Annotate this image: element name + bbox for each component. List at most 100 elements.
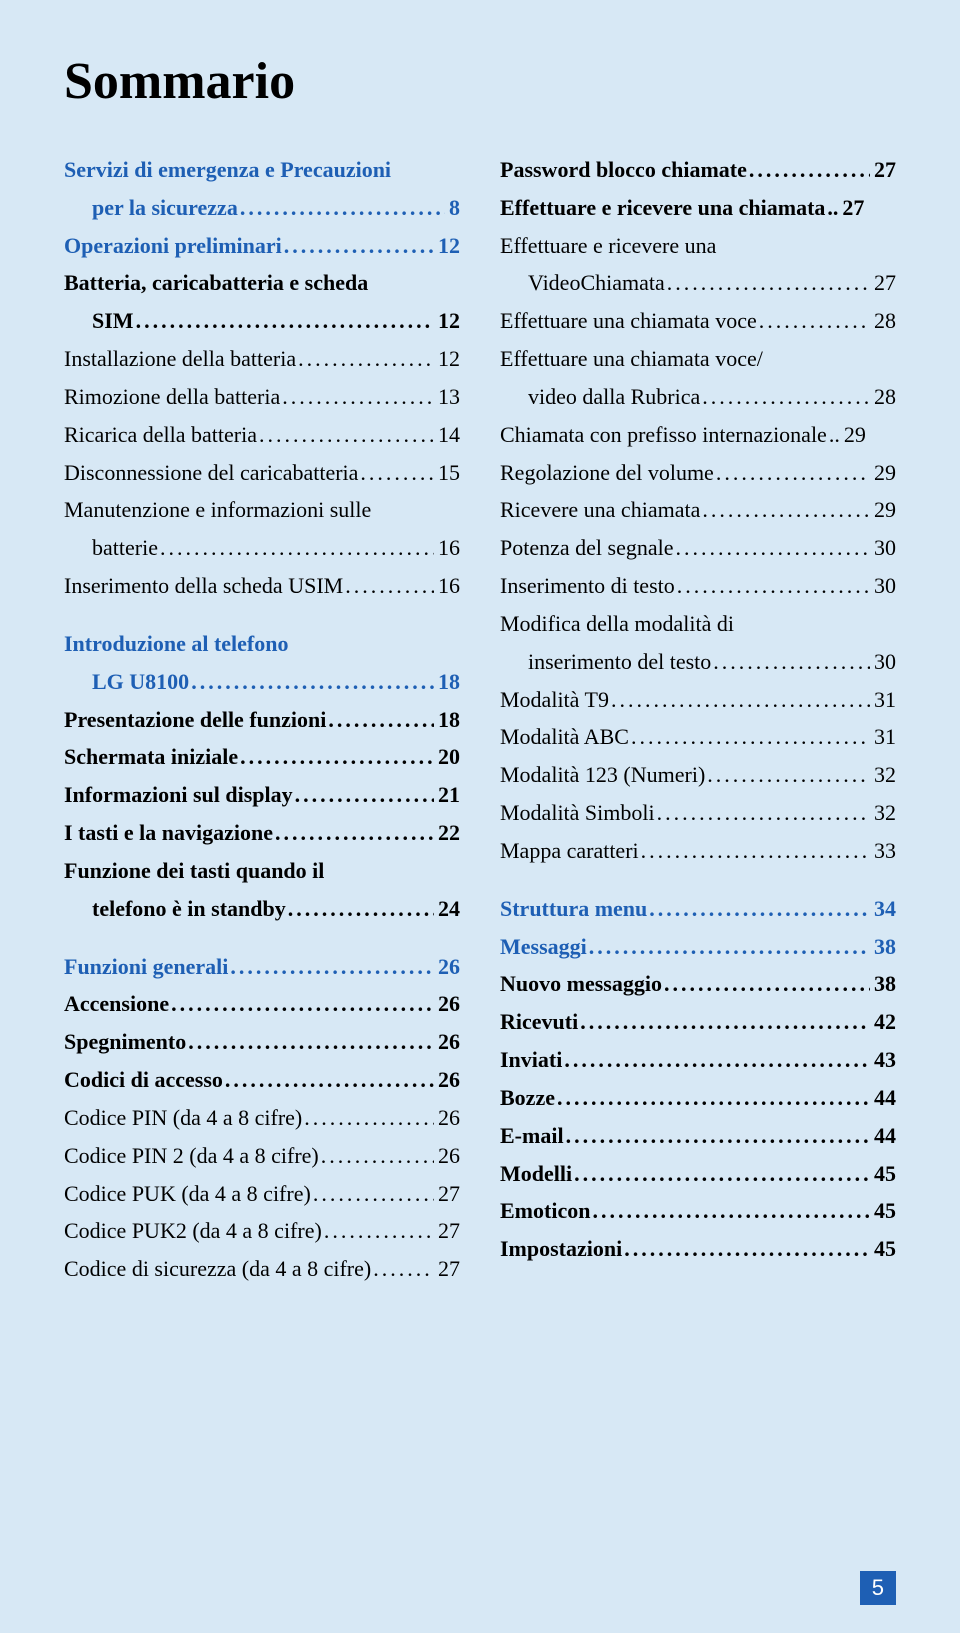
toc-page-number: 26 bbox=[434, 1099, 460, 1137]
toc-entry: Password blocco chiamate 27 bbox=[500, 151, 896, 189]
toc-entry: E-mail44 bbox=[500, 1117, 896, 1155]
toc-page-number: 27 bbox=[434, 1212, 460, 1250]
toc-leader-dots bbox=[705, 756, 870, 794]
toc-entry: Funzione dei tasti quando il bbox=[64, 852, 460, 890]
toc-page-number: 21 bbox=[434, 776, 460, 814]
toc-page-number: 27 bbox=[870, 151, 896, 189]
toc-leader-dots bbox=[223, 1061, 434, 1099]
toc-leader-dots bbox=[158, 529, 434, 567]
toc-label: Operazioni preliminari bbox=[64, 227, 282, 265]
toc-entry: Ricevuti42 bbox=[500, 1003, 896, 1041]
toc-leader-dots bbox=[675, 567, 870, 605]
toc-page-number: 27 bbox=[870, 264, 896, 302]
toc-leader-dots bbox=[622, 1230, 870, 1268]
toc-leader-dots bbox=[326, 701, 434, 739]
toc-page-number: 29 bbox=[870, 491, 896, 529]
toc-page-number: 29 bbox=[870, 454, 896, 492]
toc-page-number: 13 bbox=[434, 378, 460, 416]
toc-label: Modalità ABC bbox=[500, 718, 629, 756]
toc-page-number: 16 bbox=[434, 567, 460, 605]
toc-label: Informazioni sul display bbox=[64, 776, 293, 814]
toc-label: Accensione bbox=[64, 985, 169, 1023]
toc-label: Inserimento della scheda USIM bbox=[64, 567, 343, 605]
toc-spacer bbox=[64, 605, 460, 625]
toc-label: Codici di accesso bbox=[64, 1061, 223, 1099]
toc-entry-continuation: LG U810018 bbox=[64, 663, 460, 701]
toc-page-number: 15 bbox=[434, 454, 460, 492]
toc-entry: Chiamata con prefisso internazionale.. 2… bbox=[500, 416, 896, 454]
toc-page-number: 18 bbox=[434, 701, 460, 739]
toc-label: Codice PUK (da 4 a 8 cifre) bbox=[64, 1175, 311, 1213]
toc-page-number: 26 bbox=[434, 985, 460, 1023]
toc-label: Nuovo messaggio bbox=[500, 965, 662, 1003]
toc-entry: Emoticon45 bbox=[500, 1192, 896, 1230]
toc-label: Struttura menu bbox=[500, 890, 647, 928]
toc-leader-dots bbox=[189, 663, 434, 701]
toc-entry: Bozze44 bbox=[500, 1079, 896, 1117]
toc-leader-dots bbox=[711, 643, 870, 681]
toc-entry: Batteria, caricabatteria e scheda bbox=[64, 264, 460, 302]
toc-entry: Codice PIN (da 4 a 8 cifre)26 bbox=[64, 1099, 460, 1137]
page-title: Sommario bbox=[64, 52, 896, 111]
toc-page-number: 27 bbox=[838, 189, 864, 227]
toc-leader-dots bbox=[169, 985, 434, 1023]
toc-label: Ricevere una chiamata bbox=[500, 491, 700, 529]
toc-page-number: 12 bbox=[434, 302, 460, 340]
toc-label: Effettuare e ricevere una chiamata bbox=[500, 189, 825, 227]
toc-page-number: 26 bbox=[434, 1137, 460, 1175]
toc-entry: Codice PIN 2 (da 4 a 8 cifre)26 bbox=[64, 1137, 460, 1175]
toc-leader-dots bbox=[564, 1117, 870, 1155]
toc-leader-dots bbox=[319, 1137, 434, 1175]
toc-leader-dots bbox=[572, 1155, 870, 1193]
toc-page-number: 30 bbox=[870, 567, 896, 605]
toc-page-number: 45 bbox=[870, 1230, 896, 1268]
toc-separator: .. bbox=[827, 416, 840, 454]
toc-label: Messaggi bbox=[500, 928, 587, 966]
toc-leader-dots bbox=[674, 529, 871, 567]
toc-leader-dots bbox=[302, 1099, 434, 1137]
toc-entry: Effettuare una chiamata voce28 bbox=[500, 302, 896, 340]
toc-label: Funzione dei tasti quando il bbox=[64, 852, 324, 890]
toc-leader-dots bbox=[590, 1192, 870, 1230]
toc-label: Inviati bbox=[500, 1041, 562, 1079]
toc-label: Codice di sicurezza (da 4 a 8 cifre) bbox=[64, 1250, 371, 1288]
toc-entry: Rimozione della batteria13 bbox=[64, 378, 460, 416]
toc-column-right: Password blocco chiamate 27 Effettuare e r… bbox=[500, 151, 896, 1288]
toc-leader-dots bbox=[286, 890, 434, 928]
toc-page-number: 26 bbox=[434, 948, 460, 986]
toc-label: Regolazione del volume bbox=[500, 454, 714, 492]
toc-leader-dots bbox=[747, 151, 870, 189]
toc-label: Modifica della modalità di bbox=[500, 605, 734, 643]
toc-spacer bbox=[64, 928, 460, 948]
toc-label: Bozze bbox=[500, 1079, 555, 1117]
toc-leader-dots bbox=[700, 491, 870, 529]
toc-label: Ricarica della batteria bbox=[64, 416, 257, 454]
toc-label: Effettuare una chiamata voce bbox=[500, 302, 757, 340]
toc-entry: Schermata iniziale20 bbox=[64, 738, 460, 776]
toc-label: telefono è in standby bbox=[64, 890, 286, 928]
toc-separator: .. bbox=[825, 189, 838, 227]
toc-leader-dots bbox=[280, 378, 434, 416]
toc-page-number: 22 bbox=[434, 814, 460, 852]
toc-label: Funzioni generali bbox=[64, 948, 228, 986]
toc-leader-dots bbox=[757, 302, 870, 340]
toc-page-number: 29 bbox=[840, 416, 866, 454]
toc-label: Mappa caratteri bbox=[500, 832, 639, 870]
toc-entry: Ricevere una chiamata 29 bbox=[500, 491, 896, 529]
toc-label: Emoticon bbox=[500, 1192, 590, 1230]
toc-leader-dots bbox=[700, 378, 870, 416]
toc-label: Effettuare e ricevere una bbox=[500, 227, 716, 265]
toc-leader-dots bbox=[639, 832, 870, 870]
toc-leader-dots bbox=[322, 1212, 434, 1250]
toc-leader-dots bbox=[629, 718, 870, 756]
toc-entry-continuation: telefono è in standby24 bbox=[64, 890, 460, 928]
toc-column-left: Servizi di emergenza e Precauzioniper la… bbox=[64, 151, 460, 1288]
toc-leader-dots bbox=[257, 416, 434, 454]
toc-label: Codice PUK2 (da 4 a 8 cifre) bbox=[64, 1212, 322, 1250]
toc-entry-continuation: per la sicurezza8 bbox=[64, 189, 460, 227]
toc-page-number: 12 bbox=[434, 340, 460, 378]
toc-label: Password blocco chiamate bbox=[500, 151, 747, 189]
toc-entry: Struttura menu34 bbox=[500, 890, 896, 928]
toc-label: Chiamata con prefisso internazionale bbox=[500, 416, 827, 454]
toc-page-number: 27 bbox=[434, 1250, 460, 1288]
